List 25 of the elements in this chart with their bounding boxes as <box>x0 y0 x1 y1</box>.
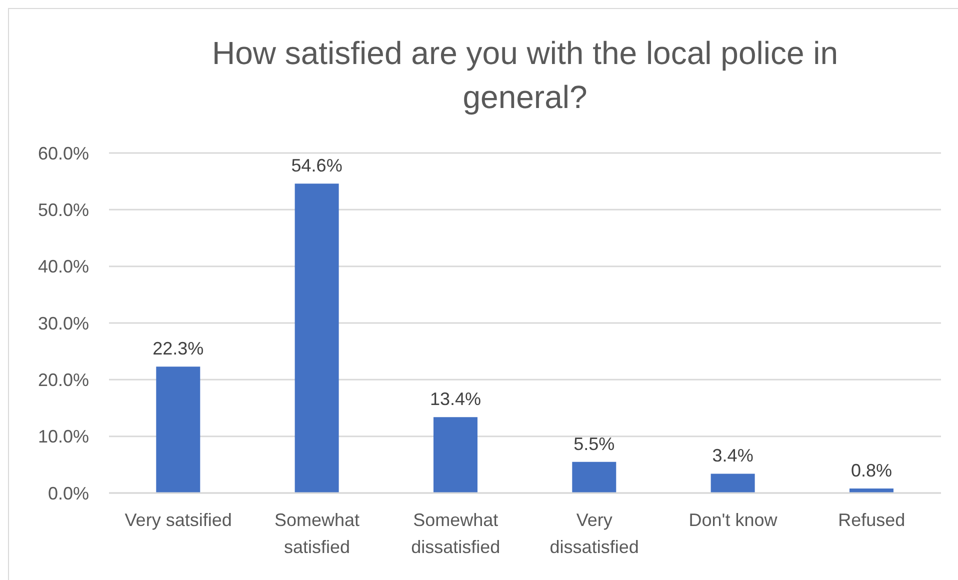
y-tick-label: 40.0% <box>38 256 89 277</box>
bar <box>433 417 478 493</box>
chart-title: How satisfied are you with the local police in general? <box>210 34 840 117</box>
data-label: 0.8% <box>850 460 892 480</box>
bar <box>710 474 755 493</box>
x-tick-label: Very dissatisfied <box>550 510 639 557</box>
y-tick-label: 0.0% <box>48 483 89 504</box>
data-label: 5.5% <box>574 434 615 454</box>
x-tick-label: Refused <box>838 510 906 530</box>
y-tick-label: 30.0% <box>38 313 89 334</box>
bar <box>294 184 339 493</box>
x-tick-label: Somewhat dissatisfied <box>411 510 500 557</box>
x-tick-label: Don't know <box>688 510 778 530</box>
bar <box>572 462 616 493</box>
x-tick-label: Very satsified <box>124 510 232 530</box>
bar <box>156 366 200 493</box>
y-tick-label: 50.0% <box>38 200 89 220</box>
data-label: 3.4% <box>712 446 754 466</box>
data-label: 13.4% <box>430 389 482 410</box>
y-tick-label: 60.0% <box>38 143 89 164</box>
data-label: 22.3% <box>152 338 204 359</box>
data-label: 54.6% <box>291 156 342 176</box>
y-tick-label: 10.0% <box>38 426 89 447</box>
y-tick-label: 20.0% <box>38 370 89 390</box>
x-tick-label: Somewhat satisfied <box>274 510 360 557</box>
